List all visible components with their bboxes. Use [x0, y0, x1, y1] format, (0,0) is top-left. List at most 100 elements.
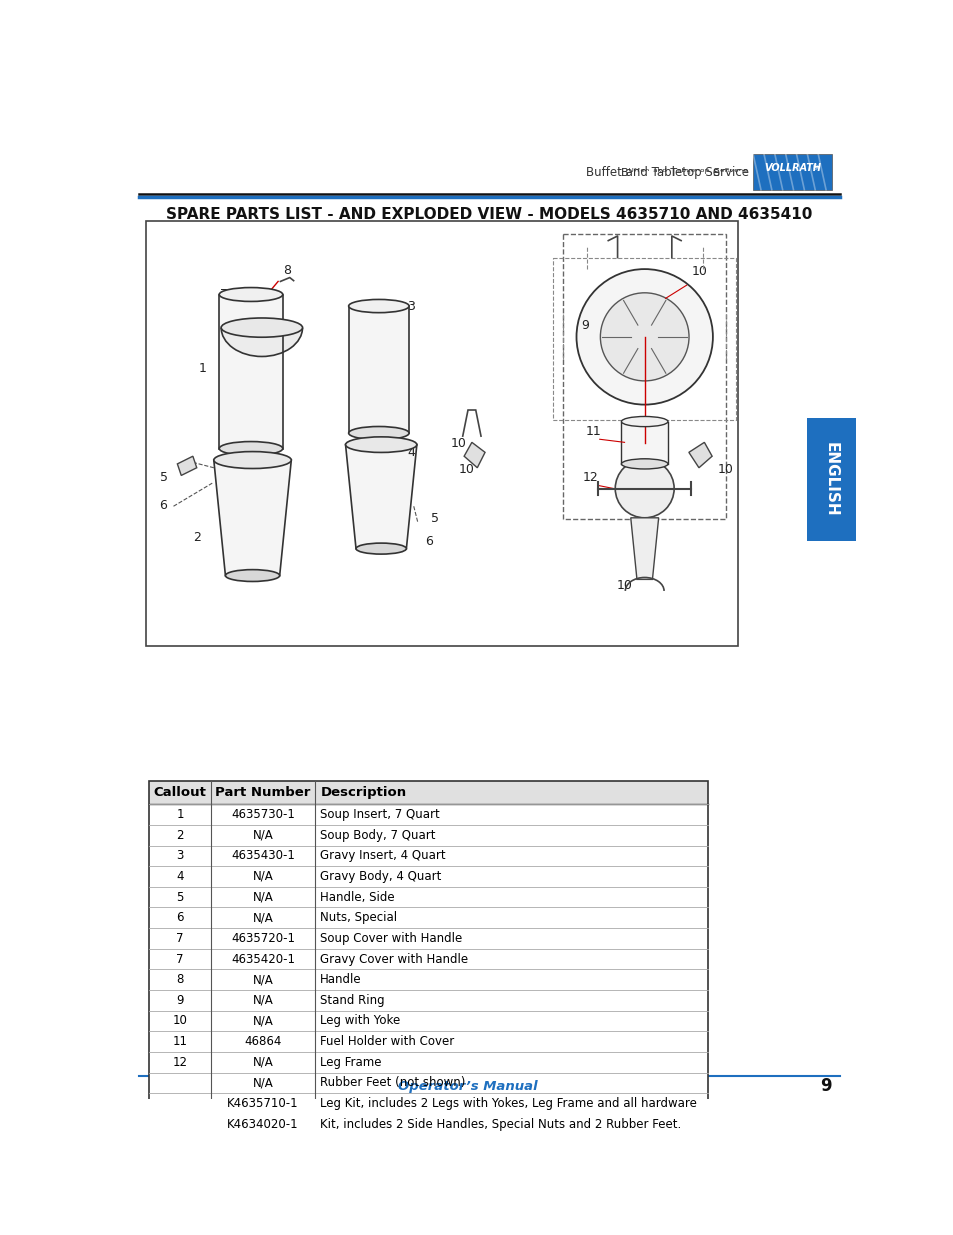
Text: VOLLRATH: VOLLRATH: [763, 163, 821, 173]
Text: 46864: 46864: [244, 1035, 281, 1049]
Ellipse shape: [225, 569, 279, 582]
Text: 6: 6: [159, 499, 167, 511]
Polygon shape: [213, 461, 291, 576]
Bar: [149, 846, 707, 866]
Bar: [149, 908, 707, 927]
Text: Description: Description: [320, 787, 406, 799]
Bar: [149, 887, 707, 908]
Polygon shape: [630, 517, 658, 579]
Bar: [149, 969, 707, 990]
Text: 4635420-1: 4635420-1: [231, 952, 294, 966]
Bar: [753, 154, 831, 190]
Text: Gravy Body, 4 Quart: Gravy Body, 4 Quart: [320, 869, 441, 883]
Text: N/A: N/A: [253, 890, 274, 904]
Text: Leg Frame: Leg Frame: [320, 1056, 381, 1068]
Bar: [219, 294, 282, 448]
Text: 4635430-1: 4635430-1: [231, 850, 294, 862]
Text: Callout: Callout: [153, 787, 206, 799]
Text: 6: 6: [176, 911, 184, 924]
Ellipse shape: [620, 459, 667, 469]
Text: Part Number: Part Number: [215, 787, 311, 799]
Text: K4634020-1: K4634020-1: [227, 1118, 298, 1130]
Text: 4: 4: [407, 446, 415, 459]
Text: 5: 5: [159, 471, 168, 484]
Bar: [149, 1031, 707, 1052]
Text: 4635720-1: 4635720-1: [231, 932, 294, 945]
Text: 3: 3: [407, 300, 415, 312]
Text: 7: 7: [220, 288, 228, 301]
Text: 10: 10: [458, 463, 474, 477]
Bar: [149, 804, 707, 825]
Text: 11: 11: [172, 1035, 188, 1049]
Ellipse shape: [348, 299, 409, 312]
Bar: [149, 866, 707, 887]
Text: 8: 8: [283, 264, 292, 277]
Text: 1: 1: [198, 362, 206, 374]
Text: 2: 2: [176, 829, 184, 842]
Text: Kit, includes 2 Side Handles, Special Nuts and 2 Rubber Feet.: Kit, includes 2 Side Handles, Special Nu…: [320, 1118, 680, 1130]
Text: SPARE PARTS LIST - AND EXPLODED VIEW - MODELS 4635710 AND 4635410: SPARE PARTS LIST - AND EXPLODED VIEW - M…: [166, 207, 811, 222]
Bar: [149, 1052, 707, 1072]
Ellipse shape: [219, 442, 282, 456]
Ellipse shape: [355, 543, 406, 555]
Text: Leg Kit, includes 2 Legs with Yokes, Leg Frame and all hardware: Leg Kit, includes 2 Legs with Yokes, Leg…: [320, 1097, 697, 1110]
Ellipse shape: [620, 416, 667, 426]
Text: Leg with Yoke: Leg with Yoke: [320, 1014, 400, 1028]
Text: N/A: N/A: [253, 911, 274, 924]
Bar: [149, 1010, 707, 1031]
Bar: [149, 990, 707, 1010]
Text: 9: 9: [580, 319, 588, 332]
Polygon shape: [464, 442, 484, 468]
Text: 5: 5: [431, 511, 438, 525]
Text: 4635730-1: 4635730-1: [231, 808, 294, 821]
Text: 7: 7: [176, 932, 184, 945]
Text: N/A: N/A: [253, 973, 274, 986]
Text: Rubber Feet (not shown): Rubber Feet (not shown): [320, 1077, 465, 1089]
Text: 8: 8: [176, 973, 184, 986]
Bar: [348, 306, 409, 433]
Circle shape: [576, 269, 712, 405]
Text: N/A: N/A: [253, 1056, 274, 1068]
Text: 2: 2: [193, 531, 200, 543]
Circle shape: [599, 293, 688, 380]
Text: Buffet and Tabletop Service: Buffet and Tabletop Service: [585, 167, 748, 179]
Text: ENGLISH: ENGLISH: [823, 442, 838, 516]
Text: 10: 10: [617, 579, 632, 592]
Text: N/A: N/A: [253, 1014, 274, 1028]
Text: 3: 3: [176, 850, 184, 862]
Text: Gravy Insert, 4 Quart: Gravy Insert, 4 Quart: [320, 850, 445, 862]
Bar: [149, 782, 707, 1135]
Text: 1: 1: [176, 808, 184, 821]
Text: 12: 12: [582, 471, 598, 484]
Text: Nuts, Special: Nuts, Special: [320, 911, 397, 924]
Text: N/A: N/A: [253, 1077, 274, 1089]
Text: 10: 10: [691, 266, 706, 278]
Text: 5: 5: [176, 890, 184, 904]
Circle shape: [615, 459, 674, 517]
Ellipse shape: [219, 288, 282, 301]
Bar: [149, 927, 707, 948]
Bar: [149, 1093, 707, 1114]
Text: Handle, Side: Handle, Side: [320, 890, 395, 904]
Text: 10: 10: [717, 463, 733, 477]
Bar: [806, 417, 855, 541]
Text: Bᵁᶠᶠᵉᵔ ᵃᵏᵈ Tᵃᵇᶣᵉᵔᵒᵖ Sᵉᴿᵛᵉᵔᵉ: Bᵁᶠᶠᵉᵔ ᵃᵏᵈ Tᵃᵇᶣᵉᵔᵒᵖ Sᵉᴿᵛᵉᵔᵉ: [620, 168, 748, 178]
Bar: [149, 825, 707, 846]
Text: Soup Cover with Handle: Soup Cover with Handle: [320, 932, 462, 945]
Bar: [149, 1114, 707, 1135]
Text: 11: 11: [585, 425, 601, 437]
Text: K4635710-1: K4635710-1: [227, 1097, 298, 1110]
Text: N/A: N/A: [253, 994, 274, 1007]
Text: Operator’s Manual: Operator’s Manual: [397, 1079, 537, 1093]
Bar: [149, 1072, 707, 1093]
Bar: [562, 235, 725, 520]
Text: 9: 9: [820, 1077, 831, 1095]
Bar: [146, 221, 737, 646]
Text: Handle: Handle: [320, 973, 361, 986]
Text: 6: 6: [425, 535, 433, 548]
Polygon shape: [177, 456, 196, 475]
Text: Gravy Cover with Handle: Gravy Cover with Handle: [320, 952, 468, 966]
Text: Soup Body, 7 Quart: Soup Body, 7 Quart: [320, 829, 436, 842]
Polygon shape: [345, 445, 416, 548]
Text: 10: 10: [172, 1014, 188, 1028]
